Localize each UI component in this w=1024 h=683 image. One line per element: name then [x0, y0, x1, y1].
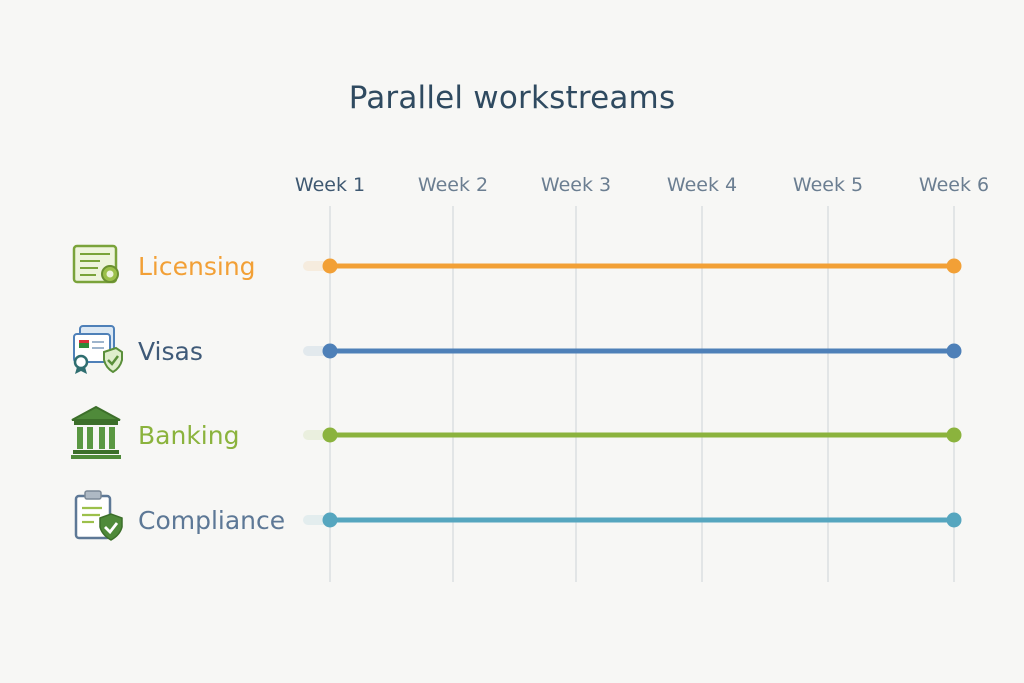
bar-end-dot-licensing [946, 258, 962, 274]
column-header-3: Week 3 [541, 174, 611, 196]
row-label-visas: Visas [138, 337, 203, 366]
row-label-compliance: Compliance [138, 506, 285, 535]
bar-end-dot-banking [946, 427, 962, 443]
bar-start-dot-visas [322, 343, 338, 359]
bar-end-dot-visas [946, 343, 962, 359]
row-label-licensing: Licensing [138, 252, 256, 281]
column-header-5: Week 5 [793, 174, 863, 196]
bar-start-dot-licensing [322, 258, 338, 274]
passport-visa-icon [73, 325, 123, 374]
bank-building-icon [71, 405, 121, 459]
column-header-6: Week 6 [919, 174, 989, 196]
column-header-2: Week 2 [418, 174, 488, 196]
row-label-banking: Banking [138, 421, 239, 450]
bar-start-dot-banking [322, 427, 338, 443]
license-certificate-icon [72, 244, 119, 284]
column-header-4: Week 4 [667, 174, 737, 196]
column-header-1: Week 1 [295, 174, 365, 196]
chart-title: Parallel workstreams [348, 80, 676, 116]
bar-start-dot-compliance [322, 512, 338, 528]
compliance-clipboard-icon [74, 490, 123, 541]
bar-end-dot-compliance [946, 512, 962, 528]
